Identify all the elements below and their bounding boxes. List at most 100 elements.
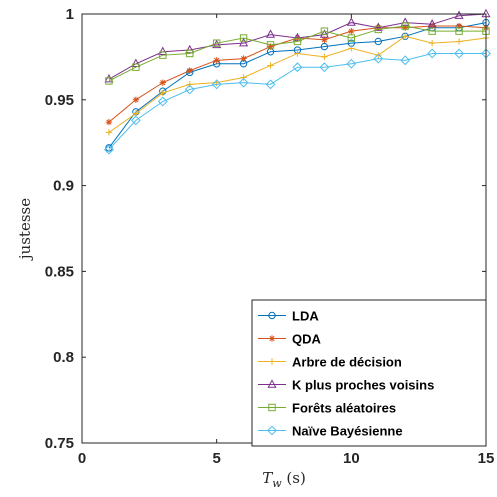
series-5 bbox=[104, 48, 491, 155]
data-point bbox=[159, 79, 166, 86]
data-point bbox=[427, 19, 437, 28]
legend-marker bbox=[267, 425, 277, 436]
y-tick-label: 1 bbox=[66, 6, 74, 23]
data-point bbox=[159, 89, 166, 97]
data-point bbox=[265, 29, 276, 38]
data-point bbox=[373, 22, 383, 31]
legend-label: K plus proches voisins bbox=[292, 378, 434, 393]
y-tick-label: 0.8 bbox=[53, 349, 74, 366]
y-axis-label: justesse bbox=[16, 198, 34, 261]
data-point bbox=[428, 22, 436, 30]
series-layer bbox=[104, 8, 491, 155]
data-point bbox=[400, 17, 410, 26]
data-point bbox=[292, 32, 303, 42]
legend-item: Arbre de décision bbox=[258, 355, 402, 370]
data-point bbox=[158, 46, 168, 55]
data-point bbox=[240, 55, 247, 62]
legend-item: Naïve Bayésienne bbox=[258, 424, 403, 439]
data-point bbox=[321, 36, 328, 43]
data-point bbox=[454, 48, 464, 59]
series-line bbox=[108, 22, 487, 149]
data-point bbox=[186, 49, 194, 58]
data-point bbox=[130, 115, 141, 126]
data-point bbox=[292, 62, 303, 73]
y-tick-label: 0.9 bbox=[53, 178, 74, 195]
legend-label: LDA bbox=[292, 309, 319, 324]
data-point bbox=[455, 22, 463, 30]
legend-marker bbox=[267, 379, 277, 388]
legend-label: Forêts aléatoires bbox=[292, 401, 396, 416]
x-axis-label-unit: (s) bbox=[282, 469, 306, 487]
tick-layer: 0 5 10 15 0.75 0.8 0.85 0.9 0.95 1 bbox=[45, 6, 495, 467]
data-point bbox=[294, 50, 301, 57]
data-point bbox=[402, 24, 409, 31]
data-point bbox=[347, 34, 356, 42]
data-point bbox=[267, 43, 274, 50]
data-point bbox=[402, 33, 409, 40]
legend-label: Naïve Bayésienne bbox=[292, 424, 403, 439]
data-point bbox=[105, 118, 113, 126]
data-point bbox=[346, 17, 356, 26]
x-axis-label-main: T bbox=[262, 469, 273, 487]
series-0 bbox=[105, 18, 490, 152]
legend-item: K plus proches voisins bbox=[258, 378, 434, 393]
data-point bbox=[240, 74, 247, 81]
data-point bbox=[238, 77, 249, 88]
data-point bbox=[186, 67, 193, 74]
y-tick-label: 0.75 bbox=[45, 435, 74, 452]
legend-marker bbox=[268, 403, 276, 412]
data-point bbox=[104, 144, 114, 155]
x-tick-label: 15 bbox=[478, 450, 495, 467]
data-point bbox=[157, 96, 168, 107]
legend-label: QDA bbox=[292, 332, 322, 347]
data-point bbox=[400, 55, 411, 66]
data-point bbox=[320, 42, 329, 51]
x-axis-label-subscript: w bbox=[272, 477, 282, 490]
data-point bbox=[401, 22, 409, 30]
data-point bbox=[132, 96, 140, 103]
data-point bbox=[212, 39, 221, 47]
data-point bbox=[104, 73, 114, 83]
data-point bbox=[132, 63, 140, 71]
y-tick-label: 0.85 bbox=[45, 263, 74, 280]
data-point bbox=[375, 51, 382, 59]
data-point bbox=[346, 58, 357, 69]
data-point bbox=[455, 38, 463, 45]
y-tick-label: 0.95 bbox=[45, 92, 74, 109]
data-point bbox=[105, 129, 113, 136]
data-point bbox=[213, 57, 220, 64]
data-point bbox=[428, 39, 436, 47]
series-line bbox=[108, 25, 486, 82]
data-point bbox=[428, 27, 436, 35]
legend-marker bbox=[268, 335, 276, 342]
data-point bbox=[105, 77, 113, 85]
data-point bbox=[184, 84, 195, 95]
data-point bbox=[265, 79, 276, 90]
data-point bbox=[131, 58, 141, 67]
data-point bbox=[186, 81, 193, 88]
data-point bbox=[374, 25, 382, 34]
data-point bbox=[427, 48, 438, 59]
x-tick-label: 5 bbox=[212, 450, 220, 467]
legend: LDA QDA Arbre de décision K plus proches vo… bbox=[251, 299, 487, 447]
data-point bbox=[185, 44, 195, 54]
x-tick-label: 0 bbox=[78, 450, 86, 467]
data-point bbox=[348, 27, 355, 35]
data-point bbox=[211, 79, 222, 90]
data-point bbox=[267, 62, 274, 69]
data-point bbox=[319, 62, 330, 73]
data-point bbox=[373, 53, 384, 64]
series-line bbox=[108, 52, 486, 150]
legend-marker bbox=[268, 358, 276, 365]
series-4 bbox=[105, 22, 490, 85]
legend-item: Forêts aléatoires bbox=[258, 401, 396, 416]
data-point bbox=[239, 37, 249, 47]
x-axis-label: Tw (s) bbox=[262, 469, 306, 490]
data-point bbox=[159, 51, 167, 59]
data-point bbox=[374, 37, 382, 46]
legend-label: Arbre de décision bbox=[292, 355, 402, 370]
data-point bbox=[319, 29, 329, 38]
x-tick-label: 10 bbox=[343, 450, 360, 467]
legend-item: QDA bbox=[258, 332, 322, 347]
